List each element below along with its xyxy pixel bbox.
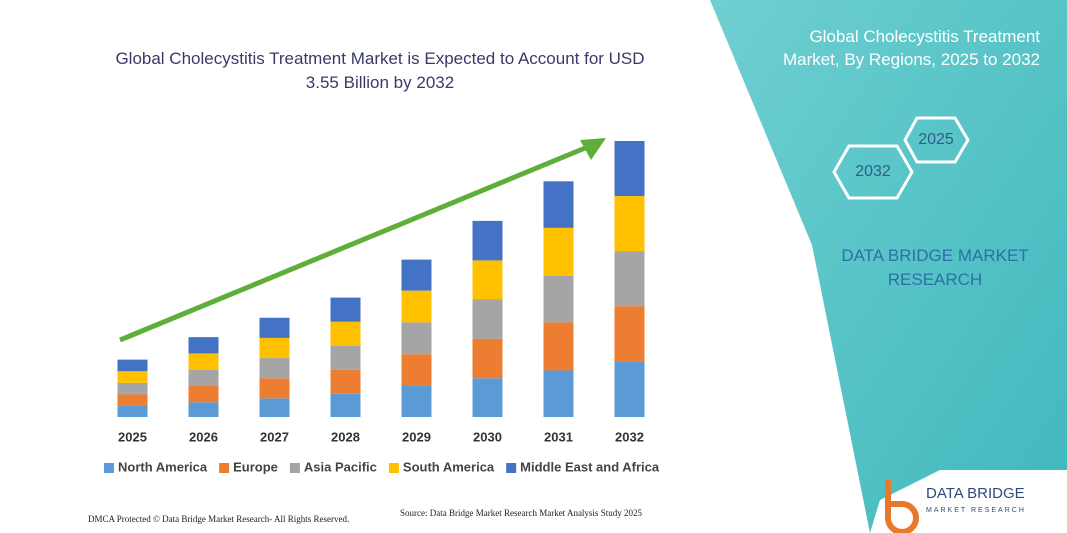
hexagon-label: 2025 [918,131,954,148]
bar-segment [543,275,574,323]
chart-title: Global Cholecystitis Treatment Market is… [115,49,644,92]
bar-segment [401,385,432,417]
brand-box: DATA BRIDGE MARKET RESEARCH [841,246,1029,289]
legend-swatch [289,463,300,473]
bar-segment [259,378,290,399]
legend-label: Middle East and Africa [520,459,660,474]
legend-swatch [388,463,399,473]
bar-segment [259,337,290,359]
bar-segment [614,361,645,417]
bar-segment [472,299,503,339]
bar-segment [543,181,574,228]
bar-segment [330,393,361,417]
x-tick-label: 2028 [331,429,360,444]
bar-segment [188,369,219,386]
bar-segment [259,358,290,379]
bar-segment [117,394,148,406]
bar-segment [330,321,361,346]
side-panel [710,0,1067,533]
bar-segment [188,402,219,417]
bar-segment [188,353,219,370]
bar-segment [543,227,574,276]
bar-segment [543,322,574,371]
x-tick-label: 2030 [473,429,502,444]
legend-label: Asia Pacific [304,459,377,474]
bar-segment [543,370,574,417]
bar-segment [472,220,503,261]
bar-segment [472,338,503,379]
bar-segment [614,196,645,252]
bar-segment [614,251,645,307]
bar-segment [259,317,290,338]
legend-swatch [104,463,114,473]
legend-swatch [506,463,517,473]
bar-segment [259,398,290,417]
legend-swatch [219,463,230,473]
footer-source: Source: Data Bridge Market Research Mark… [400,508,642,518]
trend-arrow-head [580,138,606,160]
hexagon [903,116,970,164]
trend-arrow [119,143,591,343]
bar-segment [188,337,219,354]
bar-segment [472,260,503,300]
bar-segment [117,371,148,383]
footer-left: DMCA Protected © Data Bridge Market Rese… [88,514,349,524]
bar-segment [117,405,148,417]
legend-label: North America [118,459,208,474]
bar-segment [614,141,645,197]
panel-title-box: Global Cholecystitis Treatment Market, B… [782,27,1040,69]
x-tick-label: 2029 [402,429,431,444]
bar-segment [117,359,148,372]
bar-segment [330,297,361,322]
bar-segment [330,369,361,394]
hexagon-label: 2032 [855,163,891,180]
bar-segment [401,322,432,355]
bar-segment [401,290,432,323]
legend-label: South America [403,459,495,474]
x-tick-label: 2026 [189,429,218,444]
logo-name: DATA BRIDGE [926,485,1025,502]
logo-tagline: MARKET RESEARCH [926,507,1026,514]
bar-segment [401,354,432,386]
bar-segment [117,382,148,395]
hexagon [832,144,914,200]
x-tick-label: 2027 [260,429,289,444]
logo-mark [885,480,919,533]
x-tick-label: 2031 [544,429,573,444]
bar-segment [330,345,361,370]
x-tick-label: 2025 [118,429,147,444]
logo-area [870,470,1067,533]
x-tick-label: 2032 [615,429,644,444]
bar-segment [472,378,503,417]
brand: DATA BRIDGE MARKET RESEARCH [841,246,1029,289]
bar-segment [614,306,645,362]
panel-title: Global Cholecystitis Treatment Market, B… [782,27,1040,69]
bar-segment [188,385,219,403]
bar-segment [401,259,432,291]
legend-label: Europe [233,459,278,474]
